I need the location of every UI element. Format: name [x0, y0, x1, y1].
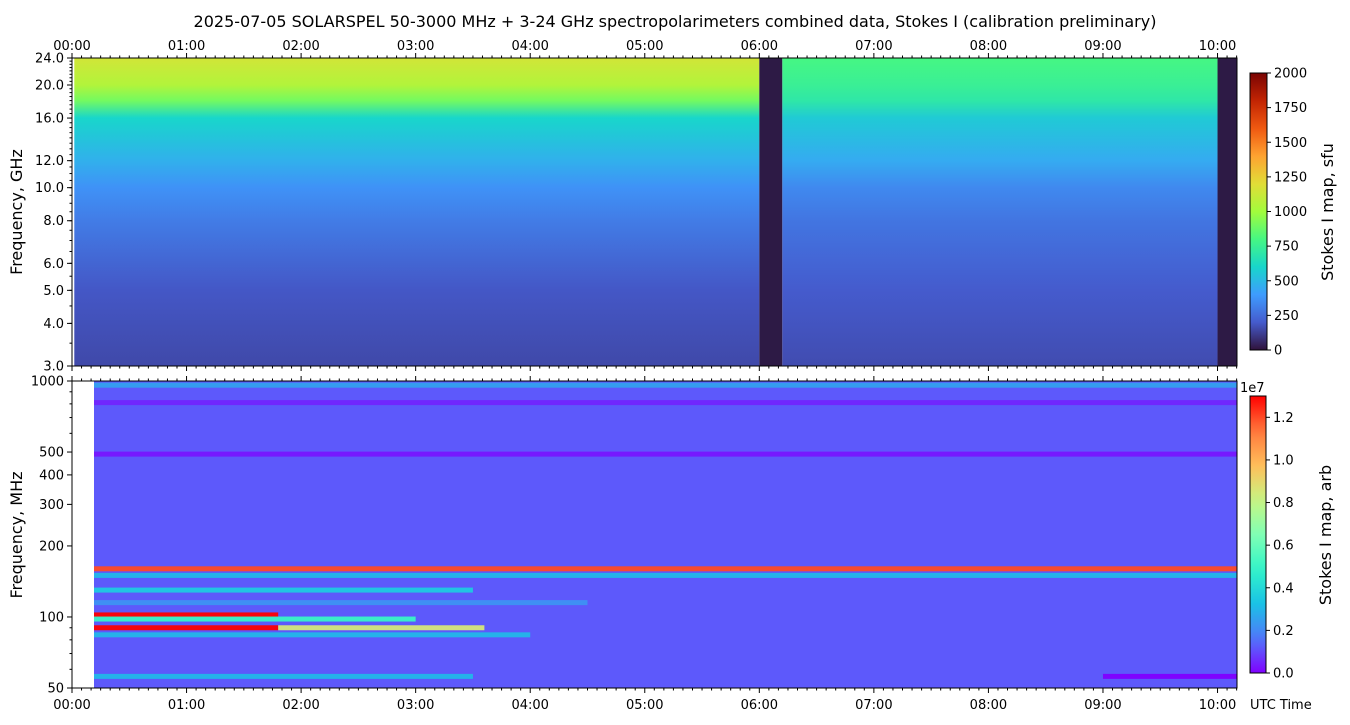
bottom-colorbar-tick-label: 0.2	[1273, 624, 1294, 639]
top-x-tick-label: 04:00	[511, 39, 548, 54]
top-x-tick-label: 00:00	[53, 39, 90, 54]
top-empty-margin	[72, 58, 75, 366]
bottom-y-tick-label: 200	[39, 539, 64, 554]
top-y-tick-label: 8.0	[43, 214, 64, 229]
bottom-x-axis: 00:00 01:00 02:00 03:00 04:00 05:00 06:00 07:00…	[53, 376, 1238, 713]
top-x-axis-top: 00:00 01:00 02:00 03:00 04:00 05:00 06:00 07:00…	[53, 39, 1238, 371]
bottom-background	[94, 381, 1237, 688]
bottom-x-tick-label: 02:00	[282, 698, 319, 713]
bottom-band	[94, 673, 473, 679]
bottom-band	[94, 616, 416, 622]
bottom-x-tick-label: 06:00	[741, 698, 778, 713]
bottom-band	[278, 625, 485, 631]
bottom-colorbar-tick-label: 0.6	[1273, 539, 1294, 554]
top-heatmap	[72, 58, 1237, 366]
top-y-axis-label: Frequency, GHz	[7, 149, 26, 275]
top-x-tick-label: 10:00	[1199, 39, 1236, 54]
top-colorbar: 0 250 500 750 1000 1250 1500 1750 2000 Stokes I …	[1249, 67, 1337, 359]
bottom-colorbar: 0.0 0.2 0.4 0.6 0.8 1.0 1.2 1e7 Stokes I map, …	[1240, 381, 1335, 682]
bottom-x-tick-label: 03:00	[397, 698, 434, 713]
top-colorbar-tick-label: 1000	[1274, 205, 1307, 220]
top-y-tick-label: 3.0	[43, 360, 64, 375]
bottom-band	[94, 632, 531, 638]
top-y-tick-label: 5.0	[43, 284, 64, 299]
bottom-y-tick-label: 400	[39, 468, 64, 483]
bottom-band	[1102, 673, 1237, 679]
bottom-band	[94, 625, 279, 631]
top-x-tick-label: 08:00	[970, 39, 1007, 54]
bottom-x-tick-label: 07:00	[855, 698, 892, 713]
bottom-colorbar-offset: 1e7	[1240, 381, 1265, 396]
bottom-band	[94, 566, 1237, 572]
bottom-band	[94, 587, 473, 593]
bottom-colorbar-gradient	[1249, 395, 1267, 674]
bottom-x-tick-label: 00:00	[53, 698, 90, 713]
bottom-colorbar-tick-label: 0.8	[1273, 496, 1294, 511]
bottom-colorbar-tick-label: 1.0	[1273, 453, 1294, 468]
top-x-tick-label: 09:00	[1084, 39, 1121, 54]
top-colorbar-tick-label: 750	[1274, 240, 1299, 255]
top-y-tick-label: 24.0	[35, 52, 64, 67]
bottom-y-tick-label: 500	[39, 446, 64, 461]
top-colorbar-tick-label: 1250	[1274, 170, 1307, 185]
top-y-tick-label: 4.0	[43, 317, 64, 332]
top-y-axis: 3.0 4.0 5.0 6.0 8.0 10.0 12.0 16.0 20.0 24.0	[35, 52, 72, 375]
bottom-panel: 50 100 200 300 400 500 1000 00:00 01:00 02:00 03:…	[7, 375, 1238, 713]
bottom-x-tick-label: 10:00	[1199, 698, 1236, 713]
bottom-x-tick-label: 05:00	[626, 698, 663, 713]
top-x-tick-label: 06:00	[741, 39, 778, 54]
bottom-band	[94, 451, 1237, 457]
top-colorbar-tick-label: 2000	[1274, 67, 1307, 82]
bottom-band	[94, 612, 279, 618]
bottom-colorbar-tick-label: 0.0	[1273, 667, 1294, 682]
bottom-colorbar-tick-label: 1.2	[1273, 411, 1294, 426]
bottom-y-tick-label: 50	[47, 682, 64, 697]
bottom-band	[94, 600, 588, 606]
top-y-tick-label: 10.0	[35, 181, 64, 196]
bottom-band	[94, 382, 1237, 388]
top-x-tick-label: 02:00	[282, 39, 319, 54]
top-x-tick-label: 03:00	[397, 39, 434, 54]
top-x-tick-label: 01:00	[168, 39, 205, 54]
bottom-x-tick-label: 08:00	[970, 698, 1007, 713]
bottom-y-axis: 50 100 200 300 400 500 1000	[31, 375, 72, 697]
top-panel: 3.0 4.0 5.0 6.0 8.0 10.0 12.0 16.0 20.0 24.0 00:0…	[7, 39, 1238, 375]
bottom-colorbar-tick-label: 0.4	[1273, 581, 1294, 596]
utc-time-label: UTC Time	[1250, 698, 1312, 713]
top-y-tick-label: 20.0	[35, 79, 64, 94]
bottom-heatmap	[94, 381, 1237, 688]
top-colorbar-tick-label: 1500	[1274, 136, 1307, 151]
top-y-tick-label: 6.0	[43, 257, 64, 272]
top-segment-before-gap	[74, 58, 760, 366]
top-colorbar-tick-label: 0	[1274, 344, 1282, 359]
bottom-x-tick-label: 04:00	[511, 698, 548, 713]
top-data-gap	[1217, 58, 1237, 366]
top-segment-after-gap	[782, 58, 1218, 366]
top-colorbar-tick-label: 1750	[1274, 101, 1307, 116]
bottom-y-tick-label: 1000	[31, 375, 64, 390]
top-colorbar-gradient	[1249, 72, 1268, 351]
top-colorbar-tick-label: 500	[1274, 274, 1299, 289]
top-y-tick-label: 12.0	[35, 154, 64, 169]
bottom-band	[94, 400, 1237, 406]
bottom-empty-margin	[72, 381, 94, 688]
top-colorbar-ticks: 0 250 500 750 1000 1250 1500 1750 2000	[1267, 67, 1307, 359]
bottom-x-tick-label: 01:00	[168, 698, 205, 713]
bottom-y-tick-label: 100	[39, 610, 64, 625]
bottom-y-axis-label: Frequency, MHz	[7, 471, 26, 598]
top-y-tick-label: 16.0	[35, 112, 64, 127]
bottom-colorbar-ticks: 0.0 0.2 0.4 0.6 0.8 1.0 1.2	[1266, 411, 1294, 682]
bottom-colorbar-label: Stokes I map, arb	[1316, 465, 1335, 605]
bottom-band	[94, 572, 1237, 578]
top-x-tick-label: 05:00	[626, 39, 663, 54]
top-colorbar-tick-label: 250	[1274, 309, 1299, 324]
top-colorbar-label: Stokes I map, sfu	[1318, 143, 1337, 281]
bottom-y-tick-label: 300	[39, 498, 64, 513]
bottom-x-tick-label: 09:00	[1084, 698, 1121, 713]
top-x-tick-label: 07:00	[855, 39, 892, 54]
figure-title: 2025-07-05 SOLARSPEL 50-3000 MHz + 3-24 …	[194, 12, 1157, 31]
top-data-gap	[759, 58, 783, 366]
